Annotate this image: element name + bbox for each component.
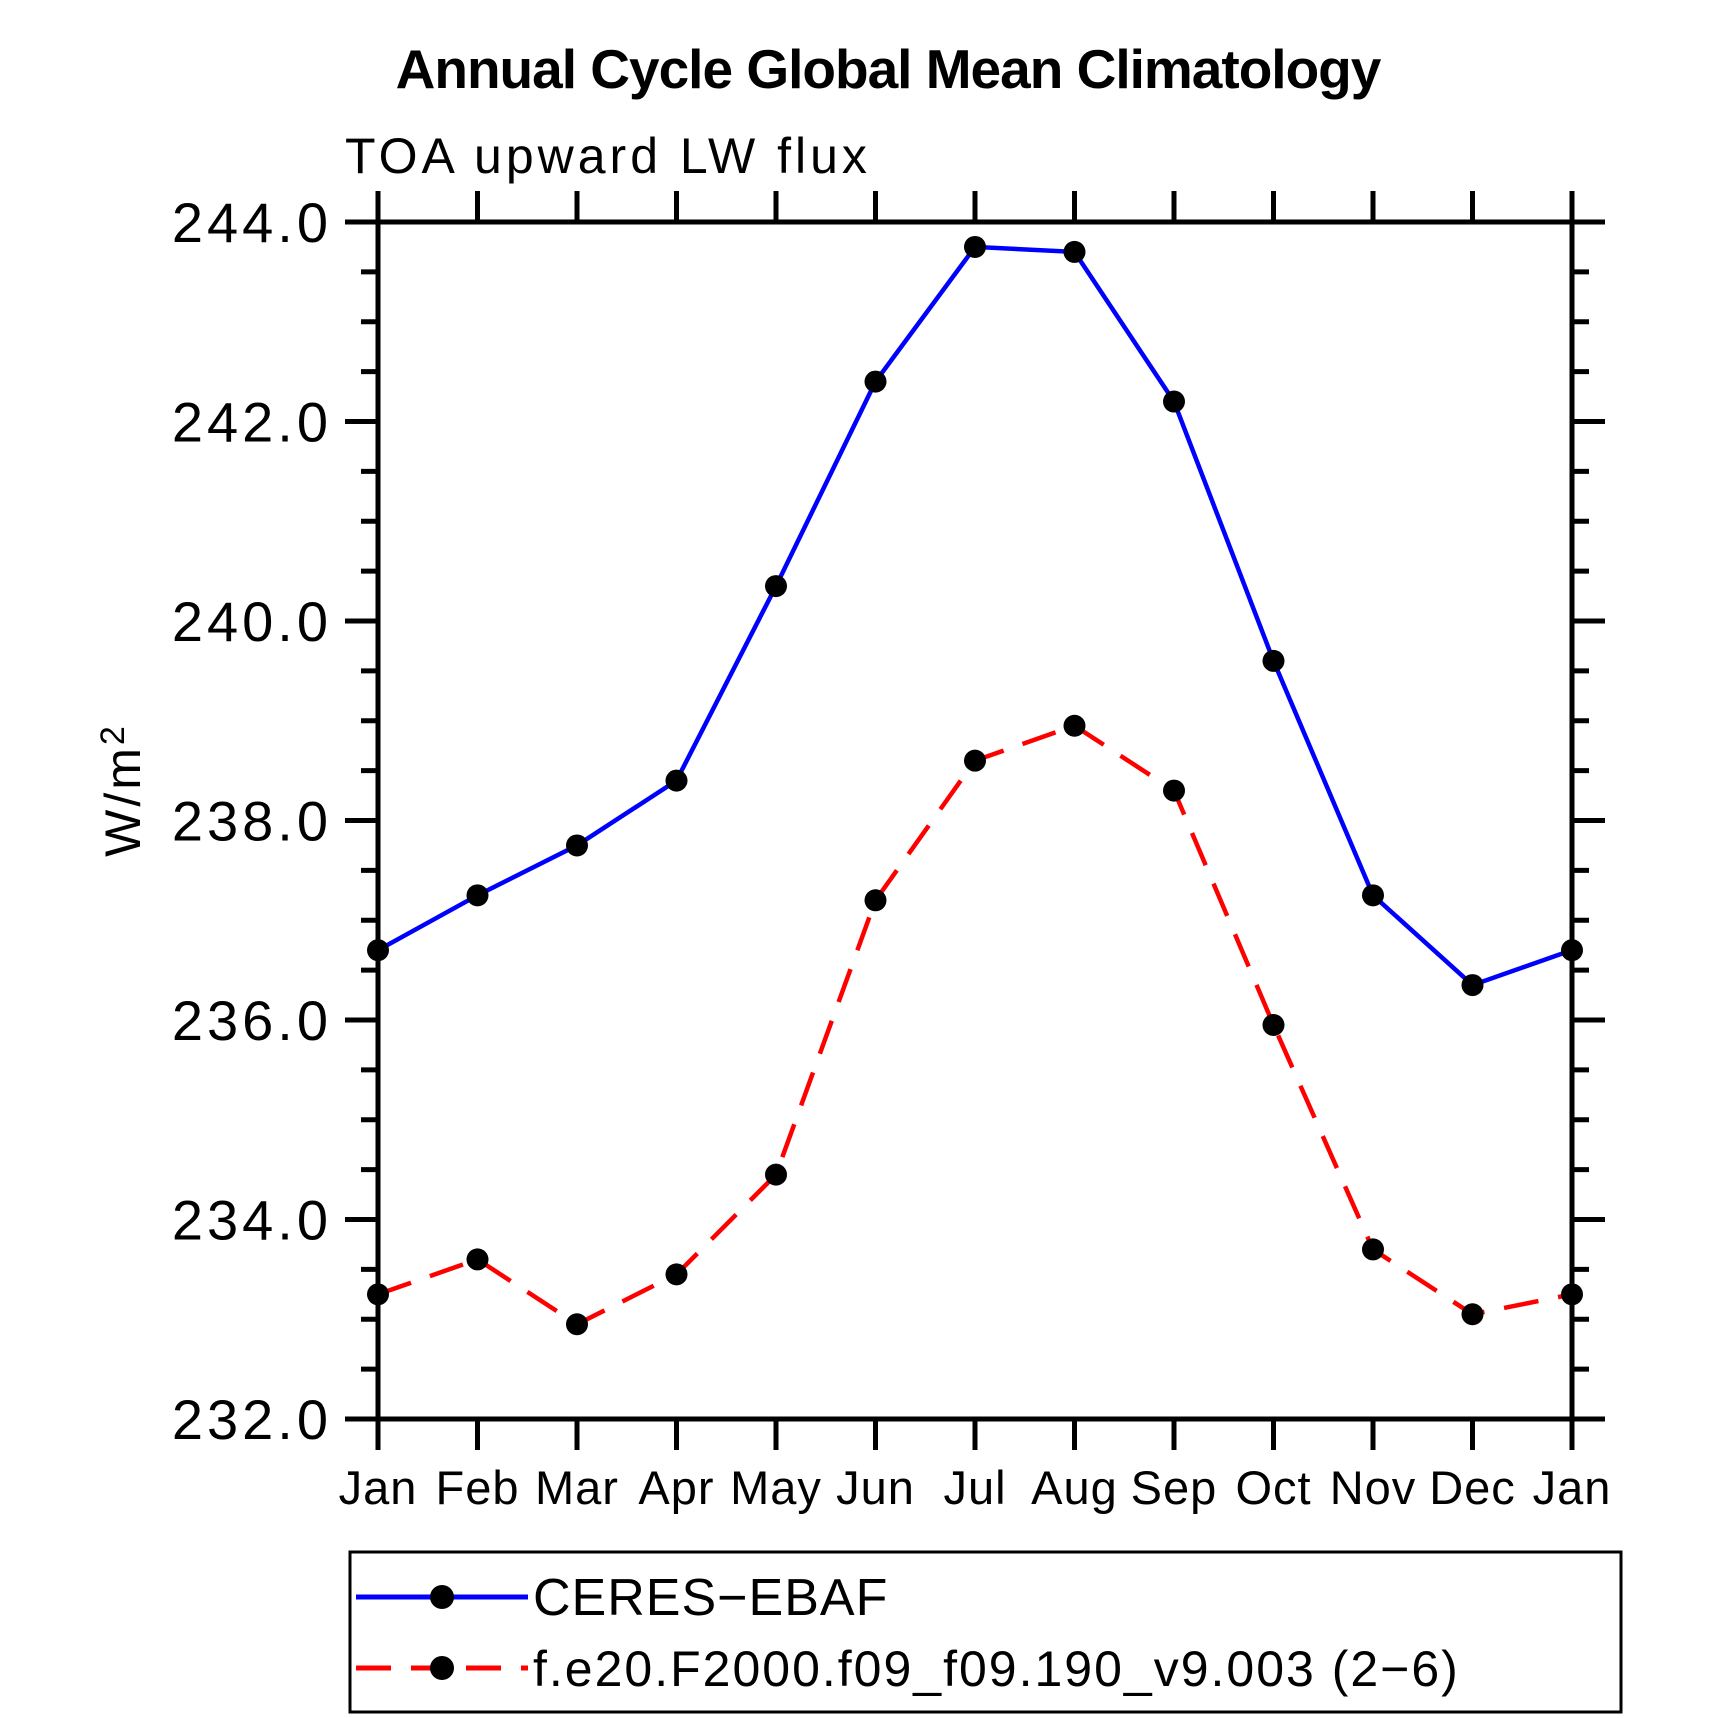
data-point-marker xyxy=(864,889,887,912)
x-tick-label: Jun xyxy=(836,1461,915,1514)
data-point-marker xyxy=(1461,974,1484,997)
x-tick-label: Mar xyxy=(535,1461,619,1514)
legend-marker xyxy=(430,1585,454,1609)
series-line-model-run xyxy=(377,723,1573,1327)
x-tick-label: Nov xyxy=(1330,1461,1417,1514)
data-point-marker xyxy=(367,939,389,962)
chart-subtitle: TOA upward LW flux xyxy=(345,128,871,184)
legend-label-model-run: f.e20.F2000.f09_f09.190_v9.003 (2−6) xyxy=(533,1641,1460,1697)
x-tick-label: Sep xyxy=(1131,1461,1218,1514)
x-tick-label: Feb xyxy=(436,1461,520,1514)
x-tick-label: Apr xyxy=(638,1461,714,1514)
data-point-marker xyxy=(1561,939,1583,962)
data-point-marker xyxy=(765,575,787,598)
y-tick-label: 232.0 xyxy=(172,1388,332,1451)
data-point-marker xyxy=(566,1313,588,1336)
y-tick-label: 236.0 xyxy=(172,989,332,1052)
y-axis-label-base: W/m xyxy=(95,745,151,857)
x-tick-label: Oct xyxy=(1235,1461,1311,1514)
y-tick-label: 244.0 xyxy=(172,191,332,254)
series-layer xyxy=(367,235,1583,1336)
x-tick-label: Dec xyxy=(1429,1461,1516,1514)
data-point-marker xyxy=(1561,1283,1583,1306)
data-point-marker xyxy=(1262,649,1285,672)
data-point-marker xyxy=(765,1163,787,1186)
data-point-marker xyxy=(1163,390,1185,413)
data-point-marker xyxy=(1461,1303,1484,1326)
data-point-marker xyxy=(665,769,688,792)
x-tick-label: May xyxy=(730,1461,822,1514)
y-axis-label: W/m2 xyxy=(94,723,151,857)
data-point-marker xyxy=(1362,1238,1384,1261)
legend-label-ceres-ebaf: CERES−EBAF xyxy=(533,1569,888,1627)
data-point-marker xyxy=(566,834,588,857)
data-point-marker xyxy=(864,370,887,393)
series-line-ceres-ebaf xyxy=(376,244,1573,988)
y-tick-label: 240.0 xyxy=(172,590,332,653)
data-point-marker xyxy=(466,1248,489,1271)
y-tick-label: 242.0 xyxy=(172,391,332,454)
legend-layer xyxy=(348,1550,1623,1714)
data-point-marker xyxy=(1362,884,1384,907)
legend-box xyxy=(348,1550,1623,1714)
x-tick-label: Jan xyxy=(1533,1461,1612,1514)
data-point-marker xyxy=(466,884,489,907)
data-point-marker xyxy=(964,749,986,772)
y-tick-label: 238.0 xyxy=(172,790,332,853)
y-axis-label-exponent: 2 xyxy=(94,723,132,745)
y-tick-label: 234.0 xyxy=(172,1189,332,1252)
data-point-marker xyxy=(1262,1013,1285,1036)
data-point-marker xyxy=(1163,779,1185,802)
x-tick-label: Jan xyxy=(339,1461,418,1514)
data-point-marker xyxy=(665,1263,688,1286)
data-point-marker xyxy=(1063,714,1086,737)
x-tick-label: Aug xyxy=(1031,1461,1118,1514)
data-point-marker xyxy=(1063,240,1086,263)
legend-marker xyxy=(430,1656,454,1680)
x-tick-label: Jul xyxy=(943,1461,1006,1514)
data-point-marker xyxy=(964,235,986,258)
data-point-marker xyxy=(367,1283,389,1306)
chart-title: Annual Cycle Global Mean Climatology xyxy=(396,38,1382,100)
